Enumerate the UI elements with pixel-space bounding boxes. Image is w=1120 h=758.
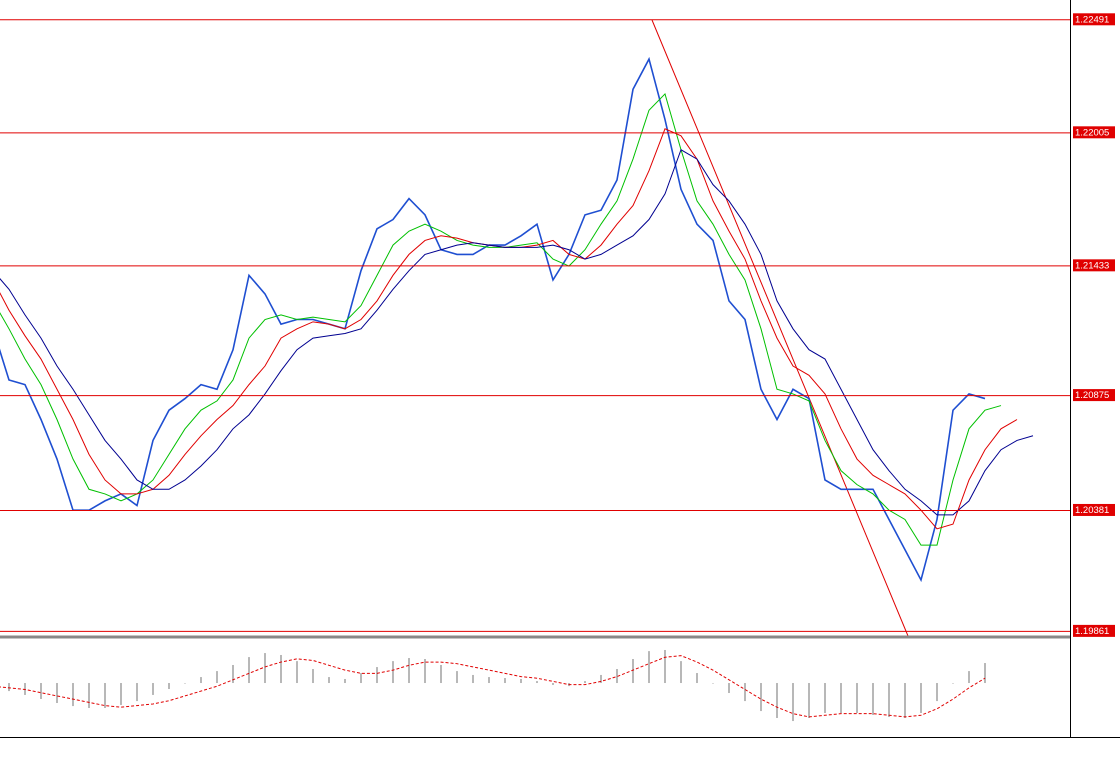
- histogram-bar: [952, 683, 954, 684]
- histogram-bar: [696, 673, 698, 684]
- histogram-bar: [216, 671, 218, 684]
- histogram-bar: [136, 683, 138, 702]
- histogram-bar: [536, 681, 538, 684]
- histogram-bar: [792, 683, 794, 722]
- histogram-bar: [408, 658, 410, 684]
- histogram-bar: [776, 683, 778, 718]
- histogram-bar: [456, 671, 458, 684]
- level-label: 1.21433: [1075, 260, 1109, 271]
- histogram-bar: [904, 683, 906, 718]
- histogram-bar: [232, 664, 234, 684]
- level-label-box: [1073, 389, 1115, 402]
- trend-line: [651, 19, 909, 637]
- mark-layer: [0, 19, 1070, 722]
- histogram-bar: [888, 683, 890, 718]
- level-label: 1.20381: [1075, 505, 1109, 516]
- histogram-bar: [728, 683, 730, 694]
- histogram-bar: [984, 663, 986, 684]
- histogram-bar: [440, 664, 442, 684]
- histogram-bar: [72, 683, 74, 707]
- histogram-bar: [824, 683, 826, 713]
- histogram-bar: [104, 683, 106, 708]
- histogram-bar: [200, 677, 202, 684]
- level-label-box: [1073, 259, 1115, 272]
- level-label: 1.22005: [1075, 127, 1109, 138]
- level-label: 1.20875: [1075, 390, 1109, 401]
- histogram-bar: [248, 657, 250, 684]
- histogram-bar: [920, 683, 922, 713]
- histogram-bar: [552, 683, 554, 685]
- level-label: 1.19861: [1075, 626, 1109, 637]
- histogram-bar: [88, 683, 90, 708]
- histogram-bar: [872, 683, 874, 715]
- histogram-bar: [840, 683, 842, 713]
- histogram-bar: [520, 678, 522, 684]
- histogram-bar: [712, 683, 714, 684]
- histogram-bar: [968, 671, 970, 684]
- indicator-line: [0, 149, 1034, 516]
- histogram-bar: [40, 683, 42, 699]
- histogram-bar: [808, 683, 810, 718]
- histogram-bar: [680, 661, 682, 684]
- level-label-box: [1073, 503, 1115, 516]
- histogram-bar: [120, 683, 122, 705]
- histogram-bar: [600, 674, 602, 684]
- indicator-line: [0, 92, 1002, 546]
- histogram-bar: [744, 683, 746, 702]
- level-label-box: [1073, 13, 1115, 26]
- histogram-bar: [56, 683, 58, 704]
- histogram-bar: [488, 677, 490, 684]
- histogram-bar: [472, 674, 474, 684]
- histogram-bar: [616, 669, 618, 684]
- histogram-bar: [8, 683, 10, 692]
- histogram-bar: [632, 659, 634, 684]
- level-label-box: [1073, 624, 1115, 637]
- histogram-bar: [312, 669, 314, 684]
- histogram-bar: [664, 649, 666, 684]
- histogram-bar: [648, 651, 650, 684]
- level-label-box: [1073, 126, 1115, 139]
- histogram-bar: [936, 683, 938, 702]
- level-label: 1.22491: [1075, 14, 1109, 25]
- histogram-bar: [376, 667, 378, 684]
- histogram-bar: [360, 673, 362, 684]
- histogram-bar: [296, 661, 298, 684]
- histogram-bar: [760, 683, 762, 712]
- indicator-line: [0, 655, 986, 718]
- histogram-bar: [264, 653, 266, 684]
- histogram-bar: [584, 681, 586, 684]
- histogram-bar: [280, 654, 282, 684]
- histogram-bar: [344, 678, 346, 684]
- histogram-bar: [392, 661, 394, 684]
- histogram-bar: [152, 683, 154, 695]
- histogram-bar: [168, 683, 170, 689]
- histogram-bar: [328, 677, 330, 684]
- axis-layer: 1.22491 1.22005 1.21433 1.20875 1.20381 1.198…: [0, 0, 1120, 738]
- histogram-bar: [184, 683, 186, 684]
- histogram-bar: [856, 683, 858, 713]
- histogram-bar: [504, 678, 506, 684]
- histogram-bar: [424, 659, 426, 684]
